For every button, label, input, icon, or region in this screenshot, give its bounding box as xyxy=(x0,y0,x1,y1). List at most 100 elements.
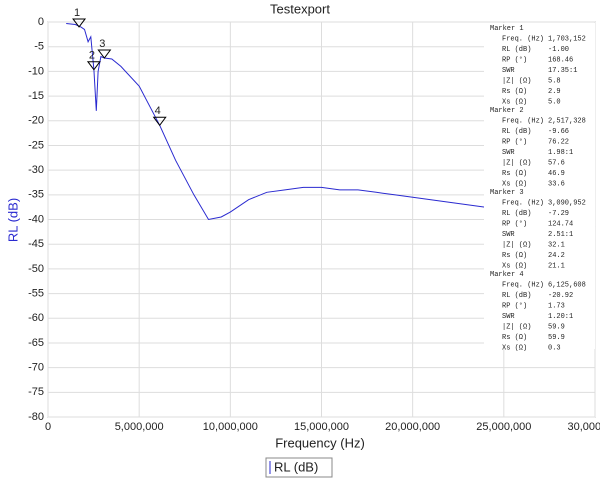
field-value: 1,703,152 xyxy=(548,35,586,43)
chart-title: Testexport xyxy=(270,1,330,16)
field-value: 76.22 xyxy=(548,138,569,146)
field-value: 5.0 xyxy=(548,98,561,106)
marker-title: Marker 3 xyxy=(490,189,524,197)
y-tick-label: -30 xyxy=(28,164,44,176)
x-tick-label: 20,000,000 xyxy=(385,421,440,433)
field-value: 2.51:1 xyxy=(548,231,573,239)
field-value: 46.9 xyxy=(548,170,565,178)
field-value: 1.73 xyxy=(548,302,565,310)
field-value: 3,090,952 xyxy=(548,199,586,207)
field-value: 17.35:1 xyxy=(548,67,577,75)
field-value: 124.74 xyxy=(548,220,573,228)
field-name: |Z| (Ω) xyxy=(502,241,531,249)
y-tick-label: -5 xyxy=(34,41,44,53)
field-name: Freq. (Hz) xyxy=(502,117,544,125)
field-value: 21.1 xyxy=(548,262,565,270)
y-tick-label: -10 xyxy=(28,65,44,77)
field-name: Xs (Ω) xyxy=(502,180,527,188)
field-value: 2,517,328 xyxy=(548,117,586,125)
field-name: |Z| (Ω) xyxy=(502,159,531,167)
y-tick-label: -80 xyxy=(28,411,44,423)
field-name: RL (dB) xyxy=(502,210,531,218)
field-name: RP (°) xyxy=(502,55,527,64)
marker-triangle xyxy=(97,49,112,59)
field-name: SWR xyxy=(502,313,515,321)
y-tick-label: -70 xyxy=(28,362,44,374)
y-tick-label: -15 xyxy=(28,90,44,102)
field-value: 168.46 xyxy=(548,56,573,64)
y-tick-label: -65 xyxy=(28,337,44,349)
field-name: Xs (Ω) xyxy=(502,262,527,270)
y-tick-label: -50 xyxy=(28,263,44,275)
y-tick-label: -25 xyxy=(28,139,44,151)
field-name: RP (°) xyxy=(502,137,527,146)
field-value: 0.3 xyxy=(548,344,561,352)
field-value: -7.29 xyxy=(548,210,569,218)
field-value: -1.00 xyxy=(548,46,569,54)
series-line xyxy=(66,23,596,228)
x-tick-label: 0 xyxy=(45,421,51,433)
legend-label: RL (dB) xyxy=(274,459,318,474)
field-value: -20.92 xyxy=(548,292,573,300)
field-name: RL (dB) xyxy=(502,128,531,136)
field-name: Xs (Ω) xyxy=(502,344,527,352)
marker-triangle xyxy=(86,61,101,71)
field-value: 2.9 xyxy=(548,88,561,96)
y-tick-label: 0 xyxy=(38,16,44,28)
field-name: RP (°) xyxy=(502,219,527,228)
field-value: 32.1 xyxy=(548,241,565,249)
field-name: Xs (Ω) xyxy=(502,98,527,106)
field-value: -9.66 xyxy=(548,128,569,136)
field-value: 33.6 xyxy=(548,180,565,188)
y-tick-label: -55 xyxy=(28,287,44,299)
y-axis-label: RL (dB) xyxy=(5,198,20,242)
field-name: |Z| (Ω) xyxy=(502,323,531,331)
y-tick-label: -40 xyxy=(28,213,44,225)
marker-triangle xyxy=(72,18,87,28)
field-name: SWR xyxy=(502,231,515,239)
field-name: RL (dB) xyxy=(502,46,531,54)
field-name: |Z| (Ω) xyxy=(502,77,531,85)
field-name: Freq. (Hz) xyxy=(502,199,544,207)
marker-title: Marker 1 xyxy=(490,25,524,33)
field-value: 6,125,608 xyxy=(548,281,586,289)
y-tick-label: -45 xyxy=(28,238,44,250)
x-tick-label: 30,000,000 xyxy=(567,421,600,433)
field-value: 59.9 xyxy=(548,334,565,342)
field-value: 59.9 xyxy=(548,323,565,331)
x-tick-label: 5,000,000 xyxy=(115,421,164,433)
marker-panel xyxy=(484,23,595,349)
field-name: Rs (Ω) xyxy=(502,88,527,96)
x-tick-label: 15,000,000 xyxy=(294,421,349,433)
y-tick-label: -75 xyxy=(28,386,44,398)
field-value: 1.98:1 xyxy=(548,149,573,157)
field-name: SWR xyxy=(502,149,515,157)
y-tick-label: -60 xyxy=(28,312,44,324)
x-tick-label: 10,000,000 xyxy=(203,421,258,433)
field-name: RP (°) xyxy=(502,301,527,310)
marker-label: 1 xyxy=(74,7,80,19)
x-tick-label: 25,000,000 xyxy=(476,421,531,433)
field-value: 57.6 xyxy=(548,159,565,167)
field-name: SWR xyxy=(502,67,515,75)
marker-triangle xyxy=(152,116,167,127)
marker-title: Marker 2 xyxy=(490,107,524,115)
x-axis-label: Frequency (Hz) xyxy=(275,435,365,450)
field-name: Rs (Ω) xyxy=(502,334,527,342)
field-value: 24.2 xyxy=(548,252,565,260)
y-tick-label: -20 xyxy=(28,115,44,127)
field-name: Rs (Ω) xyxy=(502,252,527,260)
field-name: RL (dB) xyxy=(502,292,531,300)
legend-box xyxy=(265,457,333,478)
marker-label: 2 xyxy=(89,50,95,62)
field-value: 1.20:1 xyxy=(548,313,573,321)
y-tick-label: -35 xyxy=(28,189,44,201)
marker-title: Marker 4 xyxy=(490,271,524,279)
field-name: Freq. (Hz) xyxy=(502,281,544,289)
field-name: Freq. (Hz) xyxy=(502,35,544,43)
field-name: Rs (Ω) xyxy=(502,170,527,178)
marker-label: 3 xyxy=(99,38,105,50)
field-value: 5.8 xyxy=(548,77,561,85)
marker-label: 4 xyxy=(155,105,161,117)
